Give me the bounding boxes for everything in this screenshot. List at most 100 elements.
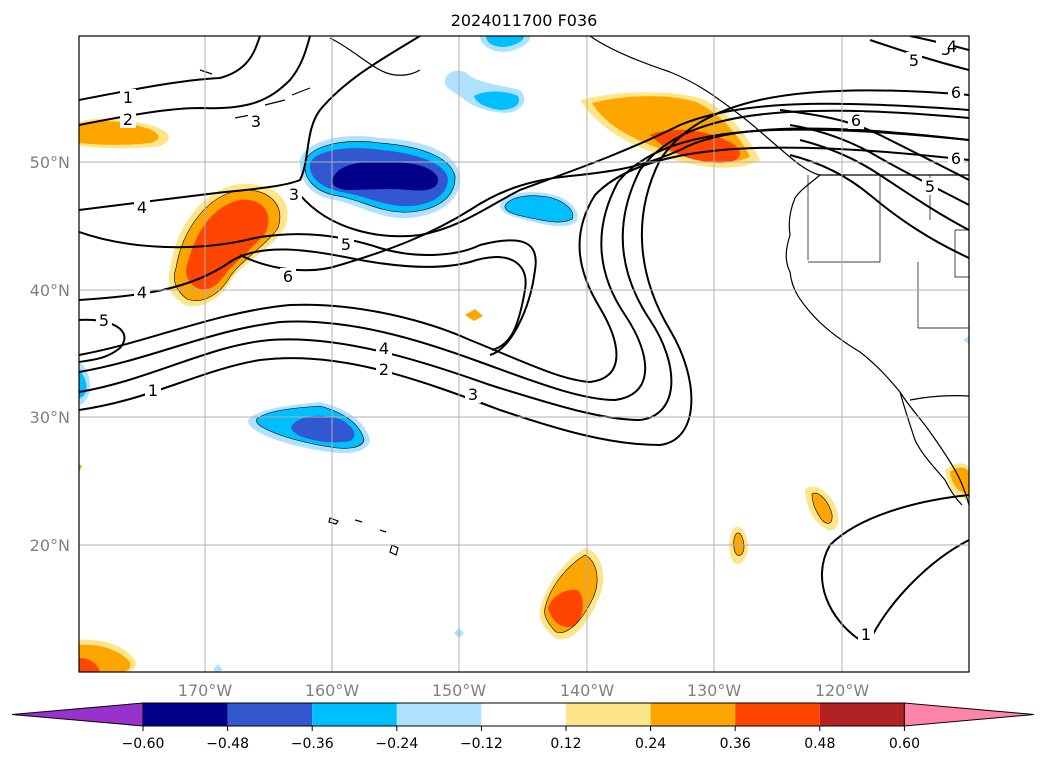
negative-anomaly-region xyxy=(474,91,520,110)
contour-lines xyxy=(79,36,969,641)
contour-label: 4 xyxy=(947,37,957,56)
contour-line xyxy=(79,36,311,126)
colorbar-segment xyxy=(819,703,905,726)
positive-anomaly-region xyxy=(186,199,269,290)
colorbar-extend-high xyxy=(903,702,1035,727)
colorbar-tick-label: 0.48 xyxy=(804,736,835,752)
colorbar-tick-label: −0.60 xyxy=(122,736,165,752)
contour-line xyxy=(869,539,969,641)
contour-label: 5 xyxy=(909,51,919,70)
negative-anomaly-region xyxy=(213,664,223,672)
anomaly-outline xyxy=(733,532,745,556)
colorbar-segment xyxy=(566,703,651,726)
state-border-ne xyxy=(880,174,931,220)
contour-label: 4 xyxy=(379,339,389,358)
negative-anomaly-region xyxy=(332,161,439,191)
contour-label: 5 xyxy=(341,235,351,254)
lat-label: 20°N xyxy=(30,536,70,555)
contour-line xyxy=(79,128,969,402)
colorbar-tick-label: −0.48 xyxy=(206,736,249,752)
colorbar-segment xyxy=(312,703,397,726)
colorbar-segment xyxy=(227,703,313,726)
colorbar-segment xyxy=(735,703,820,726)
lon-label: 120°W xyxy=(815,681,870,700)
positive-anomaly-region xyxy=(79,464,82,472)
contour-label: 5 xyxy=(99,311,109,330)
anomaly-outlines xyxy=(174,141,833,633)
contour-label: 6 xyxy=(283,267,293,286)
positive-anomaly-region xyxy=(79,121,159,145)
state-borders xyxy=(807,175,969,329)
hawaii-island-west xyxy=(328,517,339,525)
positive-anomaly-region xyxy=(733,532,744,556)
negative-anomaly-region xyxy=(963,336,969,344)
contour-line xyxy=(79,36,421,211)
contour-line xyxy=(239,127,969,272)
positive-anomaly-region xyxy=(465,309,483,321)
contour-line xyxy=(79,109,969,422)
anomaly-outline xyxy=(811,492,833,524)
contour-label: 4 xyxy=(137,198,147,217)
ocean-background xyxy=(79,36,969,672)
lon-label: 130°W xyxy=(687,681,742,700)
contour-line xyxy=(789,124,969,206)
lat-label: 50°N xyxy=(30,153,70,172)
colorbar-tick-label: 0.24 xyxy=(635,736,666,752)
anomaly-outline xyxy=(174,189,281,301)
contour-labels: 1 2 3 4 5 6 3 4 5 6 5 1 2 3 4 5 6 6 5 4 … xyxy=(96,36,964,644)
contour-line xyxy=(79,231,537,356)
contour-line xyxy=(779,109,969,181)
contour-label: 3 xyxy=(289,185,299,204)
contour-label: 4 xyxy=(137,283,147,302)
lat-label: 40°N xyxy=(30,281,70,300)
hawaii-islands xyxy=(354,519,399,556)
colorbar-tick-label: −0.24 xyxy=(375,736,418,752)
contour-label: 1 xyxy=(123,88,133,107)
contour-line xyxy=(79,36,261,101)
aleutian-islands xyxy=(199,69,311,119)
contour-label: 2 xyxy=(379,360,389,379)
contour-label: 6 xyxy=(951,149,961,168)
longitude-labels: 170°W 160°W 150°W 140°W 130°W 120°W xyxy=(178,681,870,700)
lon-label: 170°W xyxy=(178,681,233,700)
positive-anomaly-region xyxy=(950,467,969,494)
colorbar-segment xyxy=(396,703,482,726)
contour-line xyxy=(79,146,969,384)
contour-line xyxy=(799,139,969,231)
colorbar-tick-label: −0.36 xyxy=(291,736,334,752)
contour-line xyxy=(299,102,969,238)
north-america-coastline xyxy=(785,174,969,506)
map-title: 2024011700 F036 xyxy=(451,11,598,30)
negative-anomaly-region xyxy=(486,36,525,47)
alaska-bc-coastline xyxy=(589,36,821,176)
lon-label: 140°W xyxy=(560,681,615,700)
colorbar-tick-label: 0.36 xyxy=(720,736,751,752)
lat-label: 30°N xyxy=(30,408,70,427)
colorbar-tick-label: −0.12 xyxy=(460,736,503,752)
negative-anomaly-region xyxy=(291,415,355,443)
colorbar-segment xyxy=(143,703,228,726)
positive-anomaly-region xyxy=(812,493,833,524)
colorbar-segment xyxy=(650,703,736,726)
anomaly-outline xyxy=(504,195,574,223)
contour-label: 3 xyxy=(251,112,261,131)
colorbar-extend-low xyxy=(11,702,144,727)
colorbar-tick-label: 0.60 xyxy=(889,736,920,752)
positive-anomaly-region xyxy=(650,129,740,163)
colorbar: −0.60 −0.48 −0.36 −0.24 −0.12 0.12 0.24 0.36 0.4… xyxy=(11,702,1035,752)
positive-anomaly-region xyxy=(79,658,100,672)
lon-label: 160°W xyxy=(305,681,360,700)
contour-label: 5 xyxy=(941,40,951,59)
us-mexico-border xyxy=(909,395,969,401)
map-frame xyxy=(78,35,970,673)
gridlines xyxy=(79,36,969,672)
anomaly-outline xyxy=(256,405,365,449)
aleutian-coast xyxy=(329,37,421,76)
latitude-labels: 50°N 40°N 30°N 20°N xyxy=(30,153,70,555)
anomaly-outline xyxy=(304,141,456,213)
contour-label: 2 xyxy=(123,110,133,129)
contour-label: 6 xyxy=(951,83,961,102)
coastlines xyxy=(199,36,969,556)
lon-label: 150°W xyxy=(432,681,487,700)
